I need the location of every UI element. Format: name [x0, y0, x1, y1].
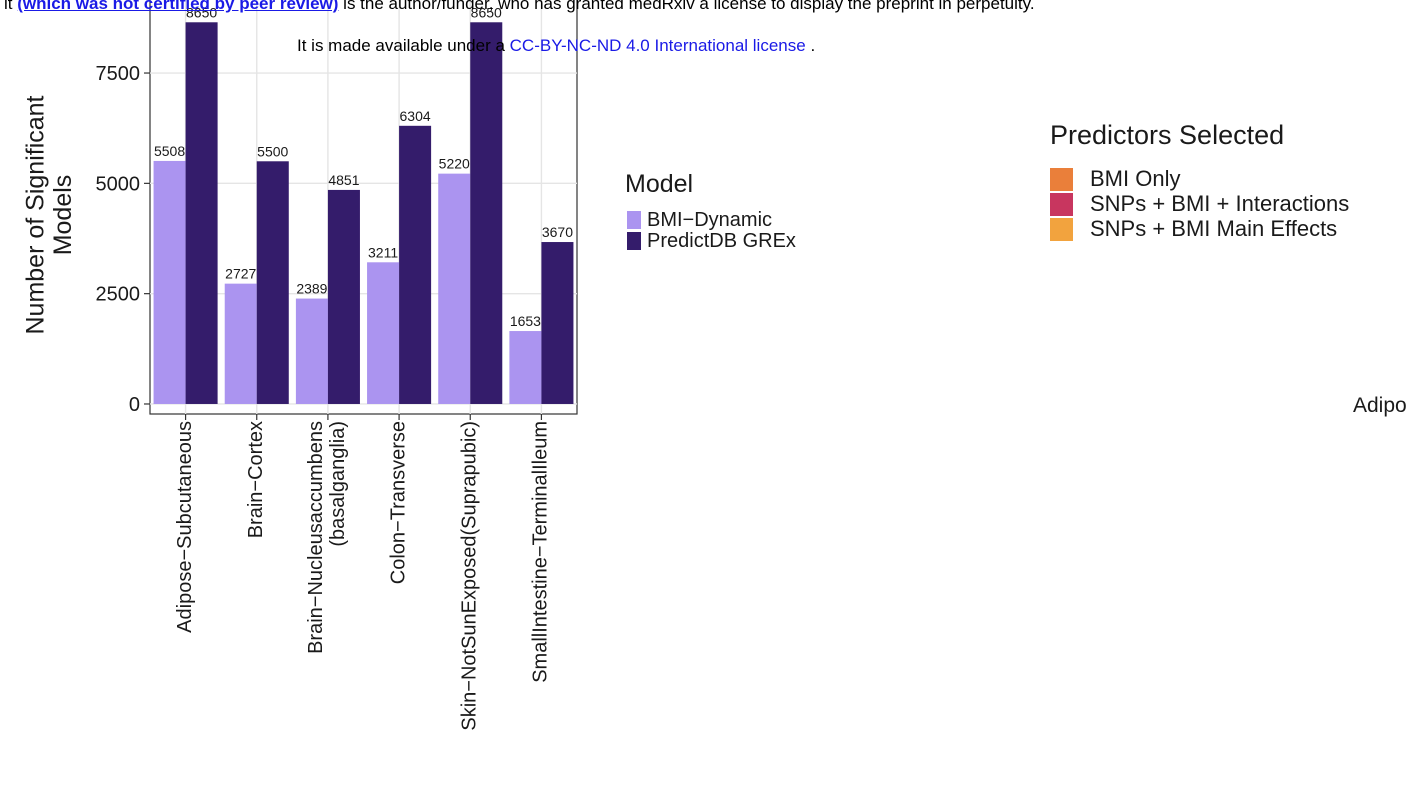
text: it [4, 0, 13, 13]
bar [470, 22, 503, 404]
link[interactable]: CC-BY-NC-ND 4.0 International license [509, 36, 806, 55]
legend-swatch [1050, 193, 1073, 216]
x-tick-label: Adipose−Subcutaneous [174, 421, 196, 633]
data-label: 1653 [510, 313, 541, 329]
legend-label: PredictDB GREx [647, 230, 796, 252]
data-label: 6304 [400, 108, 431, 124]
bar [438, 173, 471, 404]
side-legend-title: Predictors Selected [1050, 120, 1284, 150]
data-label: 5220 [439, 156, 470, 172]
data-label: 5508 [154, 143, 185, 159]
y-axis-title: Number of SignificantModels [21, 95, 77, 334]
y-tick-label: 0 [129, 394, 140, 416]
legend-swatch [1050, 218, 1073, 241]
bar [185, 22, 218, 404]
cut-label: Adipo [1353, 394, 1407, 417]
x-tick-label: Colon−Transverse [387, 421, 409, 584]
bar [327, 189, 360, 404]
y-tick-label: 2500 [96, 284, 141, 306]
header-line-2: It is made available under a CC-BY-NC-ND… [297, 36, 815, 56]
x-tick-label: Skin−NotSunExposed(Suprapubic) [459, 421, 481, 731]
x-tick-label: SmallIntestine−TerminalIleum [530, 421, 552, 683]
data-label: 5500 [257, 143, 288, 159]
legend-swatch [627, 232, 641, 250]
data-label: 3670 [542, 224, 573, 240]
y-tick-label: 7500 [96, 63, 141, 85]
data-label: 2727 [225, 266, 256, 282]
legend-label: SNPs + BMI Main Effects [1090, 216, 1337, 241]
text: It is made available under a [297, 36, 505, 55]
legend-label: BMI−Dynamic [647, 209, 772, 231]
bar [295, 298, 328, 404]
x-tick-label: Brain−Nucleusaccumbens(basalganglia) [305, 421, 349, 654]
legend-title: Model [625, 170, 693, 198]
panel [149, 0, 578, 415]
data-label: 8650 [186, 4, 217, 20]
header-line-1: it (which was not certified by peer revi… [4, 0, 1035, 14]
bar [541, 242, 574, 404]
data-label: 3211 [368, 244, 398, 260]
data-label: 8650 [471, 4, 502, 20]
link[interactable]: (which was not certified by peer review) [17, 0, 339, 13]
legend-swatch [1050, 168, 1073, 191]
legend-label: SNPs + BMI + Interactions [1090, 191, 1349, 216]
y-tick-label: 5000 [96, 173, 141, 195]
bar [367, 262, 400, 404]
legend-swatch [627, 211, 641, 229]
bar [153, 160, 186, 404]
bar [509, 331, 542, 404]
bar [256, 161, 289, 404]
data-label: 4851 [328, 172, 359, 188]
legend-label: BMI Only [1090, 166, 1180, 191]
bar [224, 283, 257, 404]
bar [399, 125, 432, 404]
x-tick-label: Brain−Cortex [245, 421, 267, 538]
text: is the author/funder, who has granted me… [343, 0, 1035, 13]
data-label: 2389 [296, 281, 327, 297]
text: . [810, 36, 816, 55]
